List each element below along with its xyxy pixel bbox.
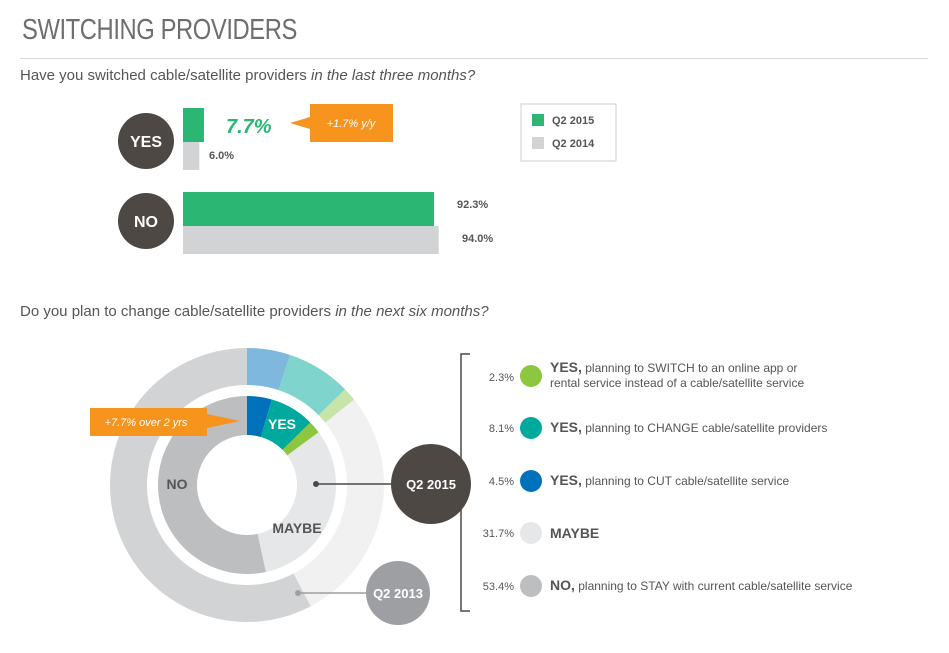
yoy-callout xyxy=(290,104,393,142)
outer-ring-q2-2013 xyxy=(110,348,384,622)
legend-dot-change xyxy=(520,417,542,439)
category-label-no: NO xyxy=(134,214,158,231)
q2-2013-circle xyxy=(366,561,430,625)
inner-label-maybe: MAYBE xyxy=(272,520,321,536)
inner-ring-slice-change xyxy=(260,399,311,450)
legend-dot-maybe xyxy=(520,522,542,544)
bar-no-q2-2015 xyxy=(183,192,435,226)
inner-ring-slice-no xyxy=(158,396,266,574)
outer-ring-slice-cut xyxy=(247,348,291,391)
data-label-yes-q2-2014: 6.0% xyxy=(209,150,234,162)
legend-text-switch-line2: rental service instead of a cable/satell… xyxy=(550,376,804,390)
data-label-no-q2-2014: 94.0% xyxy=(462,233,493,245)
legend-bracket xyxy=(460,353,470,612)
legend-label-q2-2014: Q2 2014 xyxy=(552,138,595,150)
bar-yes-q2-2014 xyxy=(183,142,200,170)
legend-row-switch: 2.3% YES, planning to SWITCH to an onlin… xyxy=(489,359,805,390)
legend-value-no: 53.4% xyxy=(483,581,514,593)
question-1: Have you switched cable/satellite provid… xyxy=(20,67,476,84)
page-title: SWITCHING PROVIDERS xyxy=(22,14,297,46)
bar-chart: YES NO 7.7% 6.0% 92.3% 94.0% +1.7% y/y Q… xyxy=(118,103,617,254)
legend-text-change: YES, planning to CHANGE cable/satellite … xyxy=(550,419,827,435)
inner-ring-q2-2015 xyxy=(158,396,336,574)
legend-value-switch: 2.3% xyxy=(489,372,514,384)
outer-ring-slice-maybe xyxy=(293,399,384,607)
legend-swatch-q2-2015 xyxy=(532,114,544,126)
question-2: Do you plan to change cable/satellite pr… xyxy=(20,303,489,320)
legend-swatch-q2-2014 xyxy=(532,137,544,149)
legend-text-cut: YES, planning to CUT cable/satellite ser… xyxy=(550,472,789,488)
data-label-yes-q2-2015: 7.7% xyxy=(226,116,272,138)
legend-dot-no xyxy=(520,575,542,597)
outer-ring-slice-change xyxy=(278,354,346,416)
q2-2015-circle-label: Q2 2015 xyxy=(406,477,456,492)
no-category-circle xyxy=(118,193,174,249)
q2-2015-circle xyxy=(391,444,471,524)
inner-ring-slice-switch xyxy=(282,422,319,456)
legend-row-change: 8.1% YES, planning to CHANGE cable/satel… xyxy=(489,417,827,439)
category-label-yes: YES xyxy=(130,134,162,151)
legend-box xyxy=(520,103,617,162)
inner-ring-slice-maybe xyxy=(257,432,336,572)
inner-label-yes: YES xyxy=(268,416,296,432)
legend-dot-cut xyxy=(520,470,542,492)
two-year-callout xyxy=(90,408,240,436)
legend-text-switch: YES, planning to SWITCH to an online app… xyxy=(550,359,797,375)
two-year-callout-text: +7.7% over 2 yrs xyxy=(105,417,188,429)
q2-2013-circle-label: Q2 2013 xyxy=(373,586,423,601)
outer-ring-slice-switch xyxy=(318,389,355,423)
legend-row-cut: 4.5% YES, planning to CUT cable/satellit… xyxy=(489,470,789,492)
legend-row-no: 53.4% NO, planning to STAY with current … xyxy=(483,575,853,597)
yoy-callout-text: +1.7% y/y xyxy=(327,118,377,130)
bar-no-q2-2014 xyxy=(183,226,439,254)
bar-yes-q2-2015 xyxy=(183,108,204,142)
legend-text-no: NO, planning to STAY with current cable/… xyxy=(550,577,853,593)
legend-value-cut: 4.5% xyxy=(489,476,514,488)
inner-label-no: NO xyxy=(167,476,188,492)
legend-text-maybe: MAYBE xyxy=(550,525,599,541)
data-label-no-q2-2015: 92.3% xyxy=(457,199,488,211)
legend-value-change: 8.1% xyxy=(489,423,514,435)
inner-ring-slice-cut xyxy=(247,396,272,437)
donut-chart: YES MAYBE NO +7.7% over 2 yrs Q2 2015 Q2… xyxy=(90,348,853,625)
yes-category-circle xyxy=(118,113,174,169)
legend-value-maybe: 31.7% xyxy=(483,528,514,540)
donut-legend: 2.3% YES, planning to SWITCH to an onlin… xyxy=(483,359,853,597)
legend-label-q2-2015: Q2 2015 xyxy=(552,115,594,127)
legend-dot-switch xyxy=(520,365,542,387)
legend-row-maybe: 31.7% MAYBE xyxy=(483,522,599,544)
title-divider xyxy=(20,58,928,59)
